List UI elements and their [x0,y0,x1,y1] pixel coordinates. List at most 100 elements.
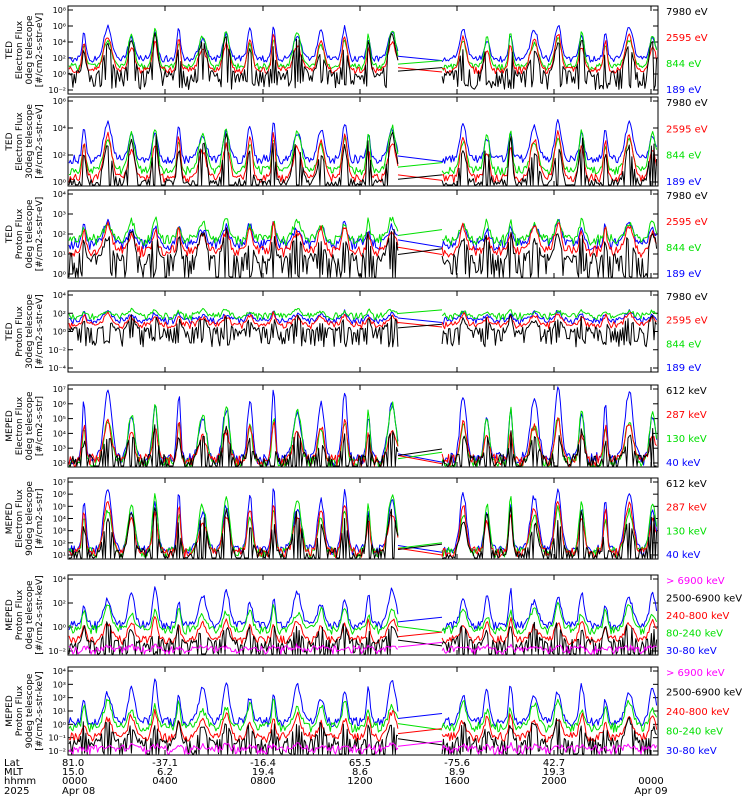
x-tick-label: 6.2 [157,767,173,778]
x-tick-label: 8.9 [449,767,465,778]
y-axis-label: [#/cm2-s-str] [35,396,45,456]
y-tick-label: 10³ [53,680,66,689]
y-tick-label: 10⁶ [53,97,66,106]
legend-entry: 2595 eV [666,124,708,135]
y-tick-label: 10⁵ [53,502,66,511]
y-axis-label: 90deg telescope [25,481,35,556]
series-line [68,221,658,258]
legend-entry: 189 eV [666,85,701,96]
x-tick-label: Apr 08 [62,786,95,797]
series-line [68,314,658,348]
panel-frame [67,5,659,95]
legend-entry: 240-800 keV [666,611,730,622]
x-tick-label: 0000 [62,776,87,787]
x-tick-label: -75.6 [444,758,470,769]
legend-entry: 287 keV [666,503,707,514]
y-tick-label: 10³ [53,527,66,536]
y-tick-label: 10⁰ [53,270,66,279]
y-axis-label: 0deg telescope [25,391,35,461]
y-tick-label: 10⁻¹ [48,734,66,743]
series-line [68,307,657,321]
y-tick-label: 10⁻² [48,86,66,95]
legend-entry: 7980 eV [666,7,708,18]
y-axis-label: [#/cm2-s-str-keV] [35,671,45,750]
y-axis-label: TED [5,41,15,60]
y-tick-label: 10³ [53,210,66,219]
y-axis-label: Proton Flux [15,306,25,357]
y-axis-label: TED [5,322,15,341]
legend-entry: 240-800 keV [666,707,730,718]
panel-1: 10⁸ 10⁶ 10⁴ 10² 10⁰ 10⁻² TED Electron Flux 0deg … [5,5,708,96]
y-tick-label: 10² [53,599,66,608]
legend-entry: 30-80 keV [666,646,717,657]
legend-entry: 844 eV [666,151,701,162]
series-line [68,698,658,733]
series-line [68,740,658,755]
series-line [68,386,658,466]
y-tick-label: 10⁶ [53,400,66,409]
x-row-label: Lat [4,758,20,769]
x-tick-label: 1200 [347,776,372,787]
panel-frame [67,384,659,468]
y-tick-label: 10² [53,539,66,548]
panel-6: 10⁷ 10⁶ 10⁵ 10⁴ 10³ 10² 10¹ MEPED Electron Flux 9… [5,477,707,561]
y-tick-label: 10² [53,151,66,160]
y-axis-label: MEPED [5,599,15,631]
legend-entry: 130 keV [666,434,707,445]
y-axis-label: MEPED [5,695,15,727]
y-tick-label: 10⁷ [53,478,66,487]
y-tick-label: 10⁰ [53,70,66,79]
series-line [68,24,658,63]
panel-4: 10⁴ 10² 10⁰ 10⁻² 10⁻⁴ TED Proton Flux 30deg tel… [5,290,708,374]
y-axis-label: Proton Flux [15,208,25,259]
y-axis-label: 30deg telescope [25,104,35,179]
y-tick-label: 10⁴ [53,291,66,300]
series-line [68,678,658,728]
legend-entry: 189 eV [666,363,701,374]
y-axis-label: Electron Flux [15,489,25,548]
legend-entry: 40 keV [666,458,700,469]
y-tick-label: 10⁻² [48,346,66,355]
legend-entry: > 6900 keV [666,668,725,679]
y-axis-label: 0deg telescope [25,199,35,269]
legend-entry: 189 eV [666,177,701,188]
legend-entry: 80-240 keV [666,727,723,738]
legend-entry: 844 eV [666,59,701,70]
series-line [68,130,658,184]
y-tick-label: 10¹ [53,707,66,716]
x-tick-label: 65.5 [349,758,371,769]
legend-entry: 2500-6900 keV [666,594,742,605]
x-tick-label: -16.4 [250,758,276,769]
series-line [68,216,658,247]
y-axis-label: TED [5,225,15,244]
y-tick-label: 10⁻² [48,747,66,756]
series-line [68,311,657,330]
y-axis-label: [#/cm2-s-str-keV] [35,575,45,654]
panel-3: 10⁴ 10³ 10² 10¹ 10⁰ TED Proton Flux 0deg telesc… [5,189,708,280]
y-tick-label: 10⁴ [53,429,66,438]
y-axis-label: [#/cm2-s-str] [35,488,45,548]
y-axis-label: 90deg telescope [25,673,35,748]
y-axis-label: 30deg telescope [25,294,35,369]
y-axis-label: TED [5,132,15,151]
panel-frame [67,96,659,187]
legend-entry: 7980 eV [666,292,708,303]
y-axis-label: [#/cm2-s-str-eV] [35,13,45,88]
y-axis-label: 0deg telescope [25,580,35,650]
series-line [68,586,658,631]
y-tick-label: 10⁸ [53,6,66,15]
legend-entry: 612 keV [666,386,707,397]
legend-entry: 40 keV [666,550,700,561]
x-row-label: 2025 [4,786,29,797]
x-tick-label: 8.6 [352,767,368,778]
x-row-label: hhmm [4,776,36,787]
y-tick-label: 10⁴ [53,190,66,199]
y-tick-label: 10⁴ [53,38,66,47]
legend-entry: 80-240 keV [666,629,723,640]
y-axis-label: Electron Flux [15,20,25,79]
y-tick-label: 10² [53,694,66,703]
legend-entry: 7980 eV [666,191,708,202]
y-tick-label: 10⁶ [53,22,66,31]
y-axis-label: [#/cm2-s-str-eV] [35,197,45,272]
